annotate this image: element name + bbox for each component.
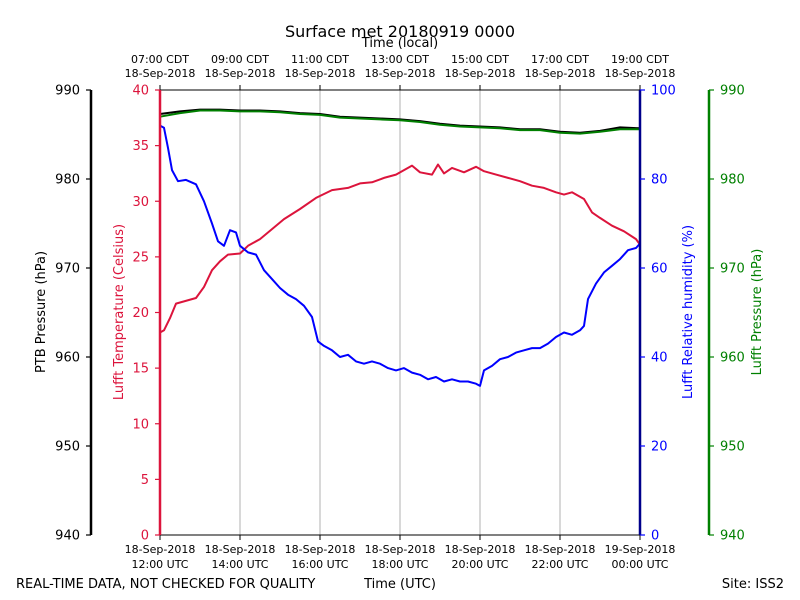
x-tick-date: 18-Sep-2018 — [525, 543, 596, 556]
temperature-tick-label: 20 — [132, 306, 149, 321]
humidity-tick-label: 60 — [651, 262, 668, 277]
series-lufft-temperature — [159, 163, 641, 334]
top-tick-time: 13:00 CDT — [371, 53, 429, 66]
top-axis-label: Time (local) — [361, 36, 438, 51]
ptb_pressure-tick-label: 990 — [55, 84, 80, 99]
x-tick-date: 18-Sep-2018 — [365, 543, 436, 556]
chart-title: Surface met 20180919 0000 — [285, 22, 515, 41]
footer-quality-note: REAL-TIME DATA, NOT CHECKED FOR QUALITY — [16, 577, 315, 592]
top-tick-time: 15:00 CDT — [451, 53, 509, 66]
x-axis-label: Time (UTC) — [363, 577, 436, 592]
top-tick-date: 18-Sep-2018 — [445, 67, 516, 80]
humidity-tick-label: 20 — [651, 440, 668, 455]
lufft_pressure-tick-label: 990 — [720, 84, 745, 99]
temperature-tick-label: 40 — [132, 84, 149, 99]
lufft_pressure-tick-label: 940 — [720, 529, 745, 544]
lufft-pressure-axis-label: Lufft Pressure (hPa) — [750, 249, 765, 376]
top-tick-date: 18-Sep-2018 — [125, 67, 196, 80]
x-tick-time: 22:00 UTC — [531, 558, 588, 571]
ptb_pressure-tick-label: 970 — [55, 262, 80, 277]
top-tick-time: 19:00 CDT — [611, 53, 669, 66]
x-tick-date: 18-Sep-2018 — [205, 543, 276, 556]
ticks-layer: 18-Sep-2018 12:00 UTC 18-Sep-2018 14:00 UTC… — [55, 53, 745, 571]
top-tick-date: 18-Sep-2018 — [605, 67, 676, 80]
humidity-tick-label: 80 — [651, 173, 668, 188]
x-tick-date: 18-Sep-2018 — [285, 543, 356, 556]
gridlines — [239, 90, 561, 535]
top-tick-time: 17:00 CDT — [531, 53, 589, 66]
top-tick-time: 11:00 CDT — [291, 53, 349, 66]
x-tick-date: 18-Sep-2018 — [125, 543, 196, 556]
x-tick-date: 18-Sep-2018 — [445, 543, 516, 556]
x-tick-time: 00:00 UTC — [611, 558, 668, 571]
x-tick-date: 19-Sep-2018 — [605, 543, 676, 556]
lufft_pressure-tick-label: 960 — [720, 351, 745, 366]
ptb_pressure-tick-label: 950 — [55, 440, 80, 455]
humidity-tick-label: 40 — [651, 351, 668, 366]
temperature-tick-label: 5 — [141, 473, 149, 488]
lufft_pressure-tick-label: 970 — [720, 262, 745, 277]
series-lufft-pressure — [159, 109, 640, 135]
temperature-tick-label: 0 — [141, 529, 149, 544]
top-tick-date: 18-Sep-2018 — [365, 67, 436, 80]
series-lufft-relative-humidity — [159, 124, 641, 387]
x-tick-time: 16:00 UTC — [291, 558, 348, 571]
top-tick-time: 09:00 CDT — [211, 53, 269, 66]
temperature-axis-label: Lufft Temperature (Celsius) — [112, 224, 127, 400]
series-layer — [159, 108, 641, 387]
temperature-tick-label: 15 — [132, 362, 149, 377]
top-tick-date: 18-Sep-2018 — [205, 67, 276, 80]
humidity-tick-label: 100 — [651, 84, 676, 99]
temperature-tick-label: 35 — [132, 139, 149, 154]
ptb-pressure-axis-label: PTB Pressure (hPa) — [34, 251, 49, 373]
x-tick-time: 18:00 UTC — [371, 558, 428, 571]
temperature-tick-label: 25 — [132, 250, 149, 265]
temperature-tick-label: 30 — [132, 195, 149, 210]
humidity-tick-label: 0 — [651, 529, 659, 544]
site-label: Site: ISS2 — [722, 577, 784, 592]
humidity-axis-label: Lufft Relative humidity (%) — [681, 225, 696, 399]
top-tick-date: 18-Sep-2018 — [285, 67, 356, 80]
ptb_pressure-tick-label: 980 — [55, 173, 80, 188]
x-tick-time: 14:00 UTC — [211, 558, 268, 571]
top-tick-time: 07:00 CDT — [131, 53, 189, 66]
lufft_pressure-tick-label: 980 — [720, 173, 745, 188]
ptb_pressure-tick-label: 960 — [55, 351, 80, 366]
top-tick-date: 18-Sep-2018 — [525, 67, 596, 80]
x-tick-time: 12:00 UTC — [131, 558, 188, 571]
lufft_pressure-tick-label: 950 — [720, 440, 745, 455]
x-tick-time: 20:00 UTC — [451, 558, 508, 571]
ptb_pressure-tick-label: 940 — [55, 529, 80, 544]
temperature-tick-label: 10 — [132, 417, 149, 432]
